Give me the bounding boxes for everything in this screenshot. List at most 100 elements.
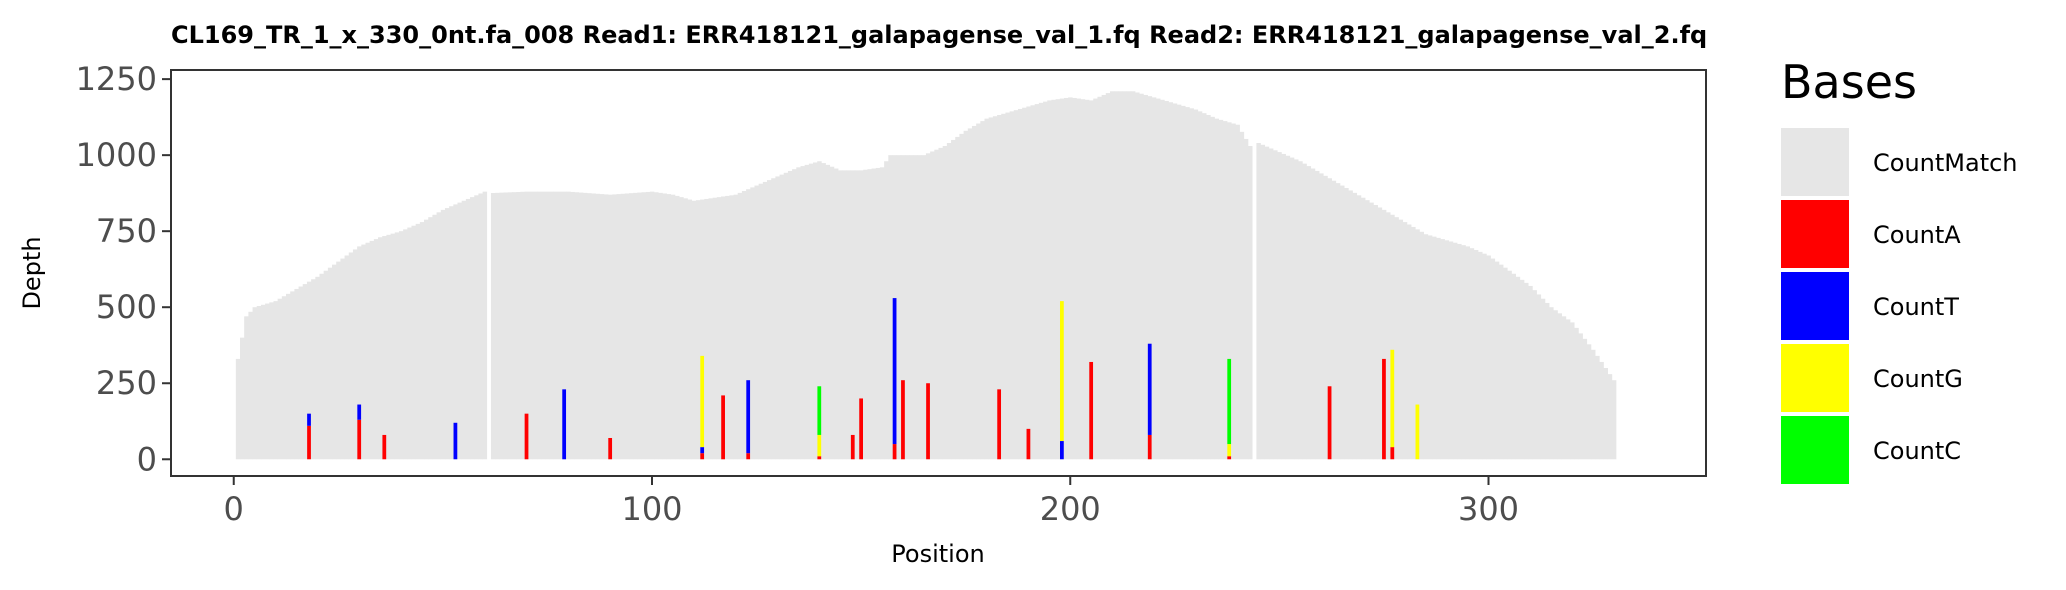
match-bar: [1423, 234, 1429, 460]
match-bar: [482, 191, 488, 460]
match-bar: [1340, 185, 1345, 460]
match-bar: [478, 193, 483, 460]
match-bar: [1122, 91, 1128, 460]
match-bar: [691, 200, 697, 460]
match-bar: [248, 311, 253, 460]
match-bar: [687, 199, 693, 460]
match-bar: [1235, 124, 1240, 460]
match-bar: [1377, 207, 1383, 460]
match-bar: [599, 194, 605, 460]
match-bar: [1490, 258, 1496, 460]
mismatch-bar-a: [901, 380, 905, 460]
match-bar: [587, 193, 592, 460]
match-bar: [800, 166, 805, 460]
match-bar: [490, 193, 496, 460]
mismatch-bar-t: [700, 447, 705, 454]
match-bar: [1013, 110, 1019, 460]
match-bar: [1482, 253, 1487, 460]
match-bar: [1055, 99, 1061, 460]
match-bar: [980, 121, 985, 460]
match-bar: [737, 192, 743, 460]
match-bar: [1306, 166, 1312, 460]
match-bar: [1319, 173, 1324, 460]
match-bar: [767, 180, 772, 460]
match-area-layer: [235, 91, 1617, 460]
match-bar: [695, 200, 701, 460]
match-bar: [938, 147, 943, 460]
legend-swatch-counta: [1781, 200, 1849, 268]
match-bar: [729, 195, 734, 460]
match-bar: [1294, 159, 1299, 460]
legend-swatch-countg: [1781, 344, 1849, 412]
match-bar: [712, 197, 718, 460]
legend-label: CountA: [1873, 221, 1961, 249]
match-bar: [382, 236, 387, 460]
match-bar: [373, 239, 379, 460]
match-bar: [670, 194, 676, 460]
match-bar: [235, 358, 241, 460]
match-bar: [917, 155, 923, 460]
match-bar: [1047, 100, 1052, 460]
match-bar: [1030, 105, 1035, 460]
match-bar: [277, 298, 283, 460]
match-bar: [1126, 91, 1132, 460]
match-bar: [256, 306, 262, 460]
match-bar: [541, 191, 546, 460]
match-bar: [1206, 115, 1211, 460]
mismatch-bar-a: [524, 413, 529, 460]
match-bar: [1172, 103, 1178, 460]
match-bar: [1193, 109, 1199, 460]
y-axis-title: Depth: [18, 236, 46, 309]
match-bar: [1565, 319, 1571, 460]
match-bar: [750, 187, 755, 460]
match-bar: [499, 192, 504, 460]
match-bar: [867, 169, 872, 460]
match-bar: [1511, 273, 1516, 460]
match-bar: [813, 162, 818, 460]
match-bar: [1043, 101, 1048, 460]
match-bar: [1348, 190, 1353, 460]
x-tick-label: 300: [1458, 490, 1519, 528]
match-bar: [997, 115, 1002, 460]
mismatch-bar-a: [700, 453, 705, 460]
match-bar: [1394, 217, 1399, 460]
match-bar: [1457, 243, 1462, 460]
match-bar: [1561, 316, 1567, 460]
mismatch-bar-t: [562, 389, 567, 460]
match-bar: [562, 191, 567, 460]
match-bar: [662, 193, 667, 460]
match-bar: [1314, 170, 1320, 460]
y-tick-label: 500: [96, 288, 157, 326]
match-bar: [879, 167, 885, 460]
match-bar: [1260, 144, 1266, 460]
match-bar: [1243, 138, 1249, 460]
match-bar: [457, 202, 462, 460]
match-bar: [645, 191, 651, 460]
match-bar: [741, 191, 747, 460]
match-bar: [1026, 106, 1031, 460]
legend-swatch-countt: [1781, 272, 1849, 340]
mismatch-bar-t: [357, 404, 362, 420]
match-bar: [306, 281, 312, 460]
match-bar: [265, 303, 270, 460]
mismatch-bar-t: [307, 413, 311, 426]
x-tick-label: 100: [621, 490, 682, 528]
match-bar: [449, 206, 454, 460]
match-bar: [503, 192, 508, 460]
match-bar: [528, 191, 534, 460]
chart-title: CL169_TR_1_x_330_0nt.fa_008 Read1: ERR41…: [171, 21, 1707, 49]
mismatch-bar-a: [1026, 428, 1031, 460]
match-bar: [453, 204, 458, 460]
match-bar: [1390, 214, 1395, 460]
match-bar: [1218, 119, 1224, 460]
match-bar: [1101, 94, 1107, 460]
match-bar: [700, 199, 705, 460]
match-bar: [582, 192, 588, 460]
match-bar: [1181, 105, 1186, 460]
match-bar: [746, 189, 751, 460]
match-bar: [1289, 157, 1295, 460]
match-bar: [641, 192, 647, 460]
match-bar: [1536, 294, 1542, 460]
match-bar: [1365, 200, 1370, 460]
match-bar: [1415, 229, 1420, 460]
